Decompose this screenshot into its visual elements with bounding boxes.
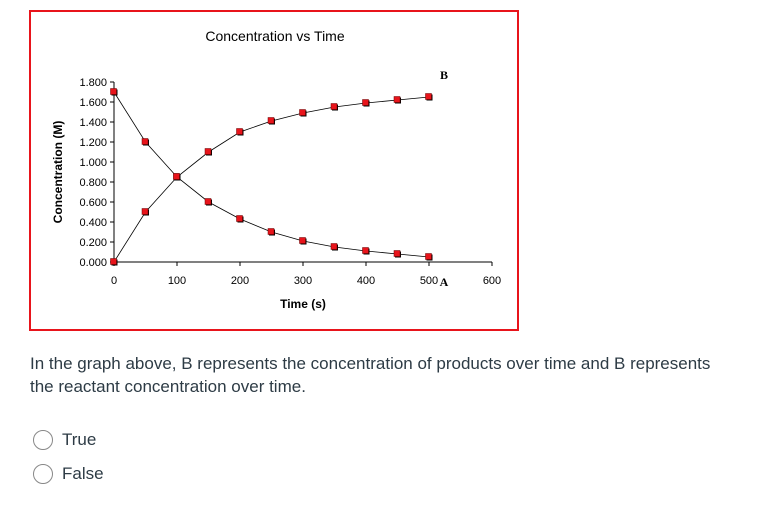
option-false[interactable]: False: [33, 464, 104, 484]
data-point-B: [330, 103, 338, 110]
data-point-A: [141, 138, 149, 145]
question-text: In the graph above, B represents the con…: [30, 354, 711, 396]
y-tick-label: 1.800: [79, 77, 107, 89]
data-point-A: [110, 88, 117, 95]
x-tick-label: 200: [231, 275, 249, 287]
radio-false[interactable]: [33, 464, 53, 484]
y-tick-label: 0.800: [79, 177, 107, 189]
series-label-B: B: [440, 68, 448, 82]
data-point-B: [299, 109, 306, 116]
chart-title: Concentration vs Time: [205, 28, 344, 44]
series-label-A: A: [440, 275, 449, 289]
y-tick-label: 0.200: [79, 237, 107, 249]
y-tick-label: 0.600: [79, 197, 107, 209]
data-point-B: [393, 96, 401, 103]
data-point-B: [173, 173, 180, 180]
x-tick-label: 500: [420, 275, 438, 287]
data-point-B: [204, 148, 212, 155]
radio-true[interactable]: [33, 430, 53, 450]
data-point-B: [362, 99, 369, 106]
data-point-B: [267, 117, 275, 124]
data-point-A: [362, 247, 369, 254]
x-tick-label: 600: [483, 275, 501, 287]
x-tick-label: 400: [357, 275, 375, 287]
data-point-A: [425, 253, 432, 260]
y-tick-label: 1.600: [79, 97, 107, 109]
data-point-A: [299, 237, 306, 244]
x-tick-label: 100: [168, 275, 186, 287]
data-point-B: [425, 93, 432, 100]
data-point-A: [236, 215, 243, 222]
y-tick-label: 0.000: [79, 257, 107, 269]
y-tick-label: 1.000: [79, 157, 107, 169]
x-tick-label: 300: [294, 275, 312, 287]
data-point-A: [204, 198, 212, 205]
data-point-A: [393, 250, 401, 257]
x-tick-label: 0: [111, 275, 117, 287]
y-tick-label: 1.400: [79, 117, 107, 129]
y-tick-label: 1.200: [79, 137, 107, 149]
x-axis-label: Time (s): [280, 297, 326, 311]
y-axis-label: Concentration (M): [51, 121, 65, 224]
data-point-B: [110, 258, 117, 265]
option-true[interactable]: True: [33, 430, 96, 450]
concentration-chart: Concentration vs Time Time (s) Concentra…: [51, 28, 501, 311]
data-point-A: [330, 243, 338, 250]
data-point-B: [236, 128, 243, 135]
data-point-A: [267, 228, 275, 235]
option-label: True: [62, 430, 97, 449]
data-point-B: [141, 208, 149, 215]
chart-frame: [29, 10, 519, 331]
y-tick-label: 0.400: [79, 217, 107, 229]
option-label: False: [62, 464, 104, 483]
